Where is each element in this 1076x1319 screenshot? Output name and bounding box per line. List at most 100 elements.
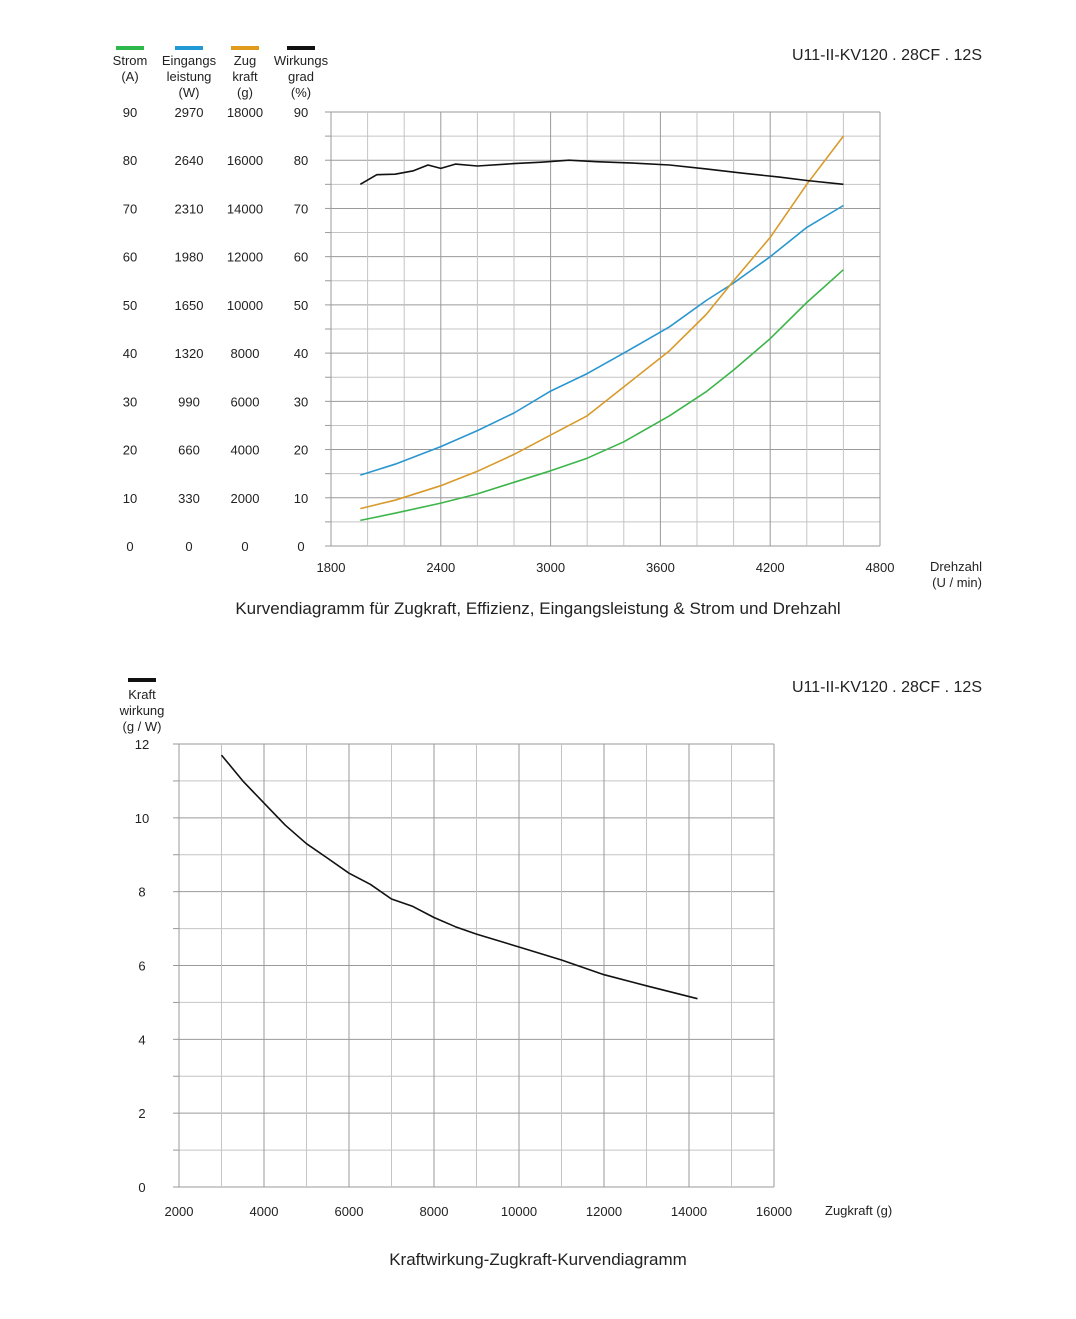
chart1-legend-label: (%) (291, 85, 311, 100)
chart2-ytick-label: 8 (138, 885, 145, 900)
chart2-series-line (220, 754, 698, 1000)
chart2-ytick-label: 4 (138, 1032, 145, 1047)
chart1-legend-swatch (116, 46, 144, 50)
chart1-legend-label: Strom (113, 53, 148, 68)
chart2-ytick-label: 10 (135, 811, 149, 826)
chart1-ytick-label: 70 (294, 201, 308, 216)
chart1-ytick-label: 30 (294, 394, 308, 409)
chart1-legend-swatch (287, 46, 315, 50)
chart2-legend-swatch (128, 678, 156, 682)
chart2-ylabel-line3: (g / W) (123, 719, 162, 734)
chart1-ytick-label: 90 (123, 105, 137, 120)
chart1-legend-label: leistung (167, 69, 212, 84)
chart2-ytick-label: 6 (138, 959, 145, 974)
chart1-ytick-label: 0 (126, 539, 133, 554)
chart1-legend-label: Eingangs (162, 53, 217, 68)
chart1-xtick-label: 4800 (866, 560, 895, 575)
chart1-legend-label: Zug (234, 53, 256, 68)
chart1-ytick-label: 20 (123, 443, 137, 458)
chart1-series-line (359, 159, 844, 186)
chart1-ytick-label: 60 (294, 250, 308, 265)
chart1-ytick-label: 10 (123, 491, 137, 506)
chart1-legend-label: grad (288, 69, 314, 84)
chart1-ytick-label: 2310 (175, 201, 204, 216)
chart1-ytick-label: 20 (294, 443, 308, 458)
chart-efficiency-vs-thrust: 2000 4000 6000 8000 10000 12000 14000 16000 0 2 4 6… (119, 678, 982, 1269)
chart1-ytick-label: 8000 (231, 346, 260, 361)
chart1-model-label: U11-II-KV120 . 28CF . 12S (792, 47, 982, 64)
chart1-legend-swatch (231, 46, 259, 50)
chart1-ytick-label: 2000 (231, 491, 260, 506)
chart1-series-line (360, 135, 845, 510)
chart2-ylabel-line2: wirkung (119, 703, 165, 718)
chart1-ytick-label: 50 (294, 298, 308, 313)
chart1-ytick-label: 2970 (175, 105, 204, 120)
chart2-xtick-label: 2000 (165, 1204, 194, 1219)
chart1-ytick-label: 90 (294, 105, 308, 120)
chart1-ytick-label: 660 (178, 443, 200, 458)
chart1-ytick-label: 1650 (175, 298, 204, 313)
chart1-xtick-label: 2400 (426, 560, 455, 575)
chart1-ytick-label: 60 (123, 250, 137, 265)
chart1-grid (325, 111, 881, 547)
chart1-ytick-label: 1980 (175, 250, 204, 265)
chart1-legend-label: (g) (237, 85, 253, 100)
chart1-legend: Strom(A) Eingangsleistung(W) Zugkraft(g) Wi… (113, 46, 329, 100)
chart1-ytick-label: 0 (185, 539, 192, 554)
chart1-xtick-label: 1800 (317, 560, 346, 575)
chart2-ytick-label: 2 (138, 1106, 145, 1121)
chart1-legend-swatch (175, 46, 203, 50)
chart1-ytick-label: 30 (123, 394, 137, 409)
chart1-xlabel: Drehzahl (930, 559, 982, 574)
chart2-axis-labels: 2000 4000 6000 8000 10000 12000 14000 16000 0 2 4 6… (135, 737, 792, 1219)
chart2-grid (173, 743, 775, 1188)
chart2-xtick-label: 10000 (501, 1204, 537, 1219)
chart-speed-curves: 1800 2400 3000 3600 4200 48000102030405060708… (113, 46, 982, 618)
chart1-title: Kurvendiagramm für Zugkraft, Effizienz, … (235, 599, 840, 618)
chart1-ytick-label: 40 (123, 346, 137, 361)
chart1-ytick-label: 80 (294, 153, 308, 168)
chart1-legend-label: (A) (121, 69, 138, 84)
chart2-xlabel: Zugkraft (g) (825, 1203, 892, 1218)
chart1-ytick-label: 2640 (175, 153, 204, 168)
chart1-legend-label: Wirkungs (274, 53, 329, 68)
chart1-ytick-label: 0 (297, 539, 304, 554)
chart1-ytick-label: 1320 (175, 346, 204, 361)
chart1-ytick-label: 18000 (227, 105, 263, 120)
chart2-xtick-label: 4000 (250, 1204, 279, 1219)
chart2-title: Kraftwirkung-Zugkraft-Kurvendiagramm (389, 1250, 687, 1269)
chart2-ytick-label: 12 (135, 737, 149, 752)
chart1-ytick-label: 10 (294, 491, 308, 506)
chart1-xtick-label: 3600 (646, 560, 675, 575)
chart1-series-line (360, 269, 844, 522)
chart1-ytick-label: 10000 (227, 298, 263, 313)
chart2-xtick-label: 16000 (756, 1204, 792, 1219)
chart1-axis-labels: 1800 2400 3000 3600 4200 48000102030405060708… (123, 105, 895, 575)
chart2-xtick-label: 12000 (586, 1204, 622, 1219)
chart2-model-label: U11-II-KV120 . 28CF . 12S (792, 679, 982, 696)
chart1-ytick-label: 4000 (231, 443, 260, 458)
chart1-xunit: (U / min) (932, 575, 982, 590)
chart1-xtick-label: 3000 (536, 560, 565, 575)
chart1-ytick-label: 14000 (227, 201, 263, 216)
chart2-xtick-label: 8000 (420, 1204, 449, 1219)
chart1-ytick-label: 330 (178, 491, 200, 506)
chart1-ytick-label: 0 (241, 539, 248, 554)
chart1-ytick-label: 80 (123, 153, 137, 168)
chart1-ytick-label: 16000 (227, 153, 263, 168)
chart1-series (359, 135, 845, 522)
chart2-ytick-label: 0 (138, 1180, 145, 1195)
chart2-series (220, 754, 698, 1000)
chart2-xtick-label: 14000 (671, 1204, 707, 1219)
chart1-ytick-label: 6000 (231, 394, 260, 409)
chart1-ytick-label: 70 (123, 201, 137, 216)
chart1-series-line (360, 204, 844, 476)
chart1-ytick-label: 50 (123, 298, 137, 313)
chart1-ytick-label: 990 (178, 394, 200, 409)
chart2-ylabel-line1: Kraft (128, 687, 156, 702)
chart1-ytick-label: 12000 (227, 250, 263, 265)
chart1-xtick-label: 4200 (756, 560, 785, 575)
chart2-xtick-label: 6000 (335, 1204, 364, 1219)
chart1-legend-label: (W) (179, 85, 200, 100)
